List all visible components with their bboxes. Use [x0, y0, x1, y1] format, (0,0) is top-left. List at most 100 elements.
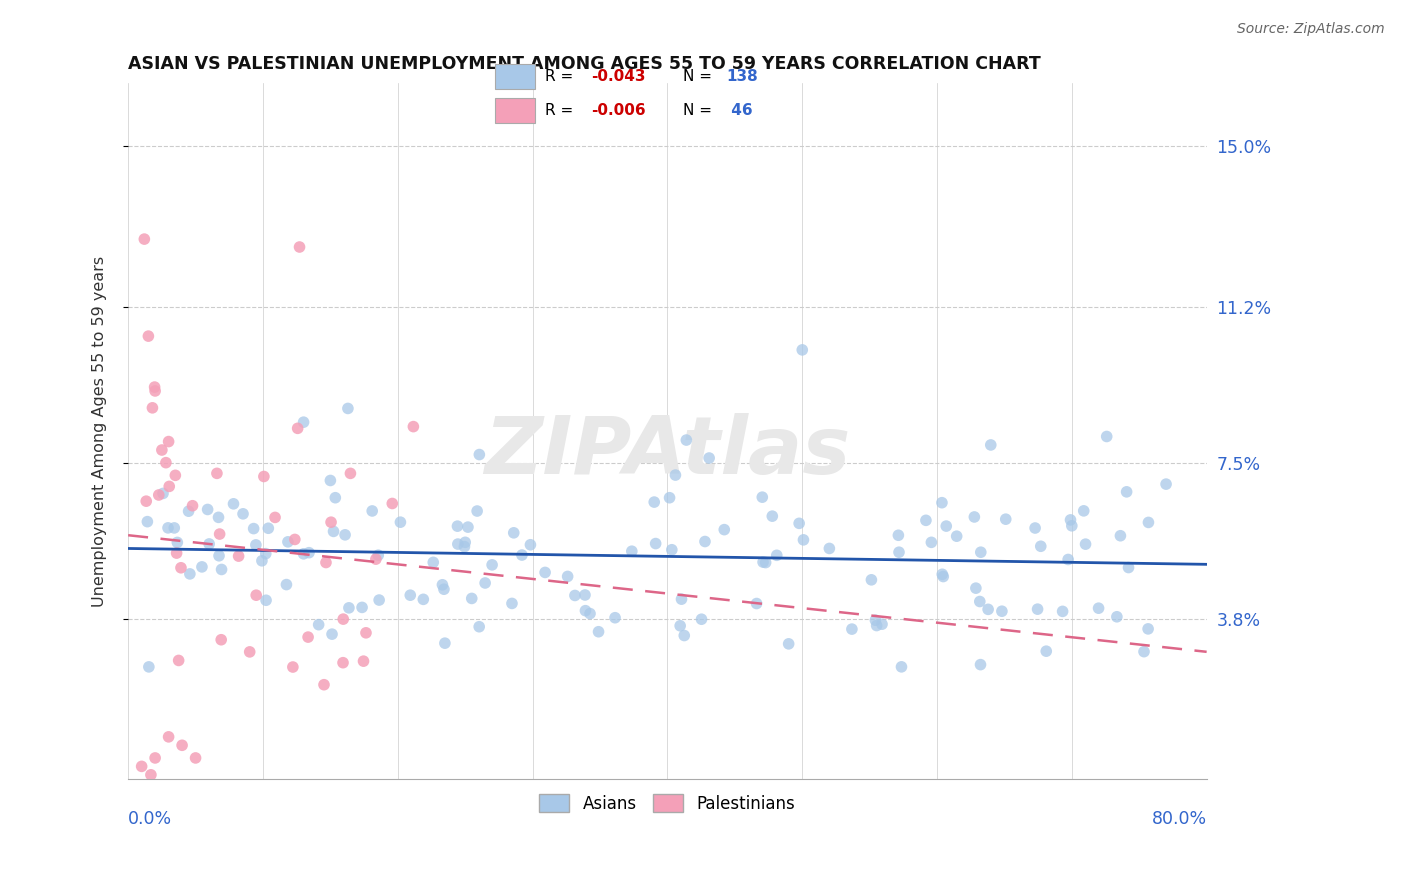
Point — [245, 538, 267, 552]
Point — [557, 569, 579, 583]
Point — [664, 468, 686, 483]
Point — [1118, 560, 1140, 574]
Point — [870, 617, 893, 632]
Point — [932, 569, 955, 583]
Point — [367, 548, 389, 562]
Point — [447, 537, 470, 551]
Point — [866, 618, 889, 632]
Text: ZIPAtlas: ZIPAtlas — [484, 413, 851, 491]
Point — [312, 678, 335, 692]
Point — [167, 653, 190, 667]
Point — [1095, 429, 1118, 443]
Point — [208, 527, 231, 541]
Point — [239, 645, 262, 659]
Point — [931, 496, 953, 510]
Point — [264, 510, 287, 524]
Point — [191, 560, 214, 574]
Point — [433, 636, 456, 650]
Point — [588, 624, 610, 639]
Point — [315, 556, 337, 570]
Point — [352, 600, 374, 615]
Point — [292, 415, 315, 429]
Point — [658, 491, 681, 505]
Point — [977, 602, 1000, 616]
Point — [446, 519, 468, 533]
Point — [207, 510, 229, 524]
Point — [1137, 516, 1160, 530]
Point — [143, 384, 166, 398]
Point — [138, 660, 160, 674]
Point — [534, 566, 557, 580]
Point — [198, 537, 221, 551]
Text: 0.0%: 0.0% — [128, 810, 173, 829]
Point — [232, 507, 254, 521]
Point — [603, 611, 626, 625]
Point — [991, 604, 1014, 618]
Point — [481, 558, 503, 572]
Point — [745, 597, 768, 611]
Point — [184, 751, 207, 765]
Point — [510, 548, 533, 562]
Point — [138, 329, 160, 343]
Point — [765, 549, 787, 563]
Point — [468, 620, 491, 634]
Point — [257, 521, 280, 535]
Point — [1073, 504, 1095, 518]
Point — [208, 549, 231, 563]
Point — [457, 520, 479, 534]
Point — [354, 625, 377, 640]
Point — [287, 421, 309, 435]
Point — [253, 469, 276, 483]
Text: ASIAN VS PALESTINIAN UNEMPLOYMENT AMONG AGES 55 TO 59 YEARS CORRELATION CHART: ASIAN VS PALESTINIAN UNEMPLOYMENT AMONG … — [128, 55, 1040, 73]
Point — [713, 523, 735, 537]
Point — [152, 486, 174, 500]
Point — [166, 535, 188, 549]
Point — [433, 582, 456, 597]
Point — [402, 419, 425, 434]
Point — [353, 654, 375, 668]
Point — [381, 496, 404, 510]
Point — [519, 538, 541, 552]
Point — [319, 474, 342, 488]
Point — [1133, 645, 1156, 659]
Point — [792, 343, 814, 357]
Point — [564, 589, 586, 603]
Point — [211, 562, 233, 576]
Point — [468, 448, 491, 462]
Point — [321, 627, 343, 641]
Point — [671, 592, 693, 607]
Point — [432, 578, 454, 592]
Point — [887, 528, 910, 542]
Point — [281, 660, 304, 674]
Point — [332, 612, 354, 626]
Point — [308, 617, 330, 632]
Point — [643, 495, 665, 509]
Point — [890, 660, 912, 674]
Text: 138: 138 — [727, 69, 758, 84]
Point — [336, 401, 359, 416]
Point — [1154, 477, 1177, 491]
Y-axis label: Unemployment Among Ages 55 to 59 years: Unemployment Among Ages 55 to 59 years — [93, 255, 107, 607]
Point — [337, 600, 360, 615]
Point — [1074, 537, 1097, 551]
Point — [454, 535, 477, 549]
Point — [920, 535, 942, 549]
Point — [242, 522, 264, 536]
Text: -0.006: -0.006 — [591, 103, 645, 118]
Text: R =: R = — [544, 103, 578, 118]
Point — [136, 515, 159, 529]
Point — [1024, 521, 1046, 535]
Point — [141, 401, 163, 415]
Text: 46: 46 — [727, 103, 752, 118]
Point — [150, 442, 173, 457]
Point — [172, 739, 194, 753]
Text: Source: ZipAtlas.com: Source: ZipAtlas.com — [1237, 22, 1385, 37]
Point — [1059, 513, 1081, 527]
Point — [980, 438, 1002, 452]
Point — [228, 549, 250, 563]
Point — [157, 479, 180, 493]
Point — [865, 613, 887, 627]
Point — [502, 525, 524, 540]
Text: N =: N = — [683, 69, 717, 84]
Point — [675, 433, 697, 447]
